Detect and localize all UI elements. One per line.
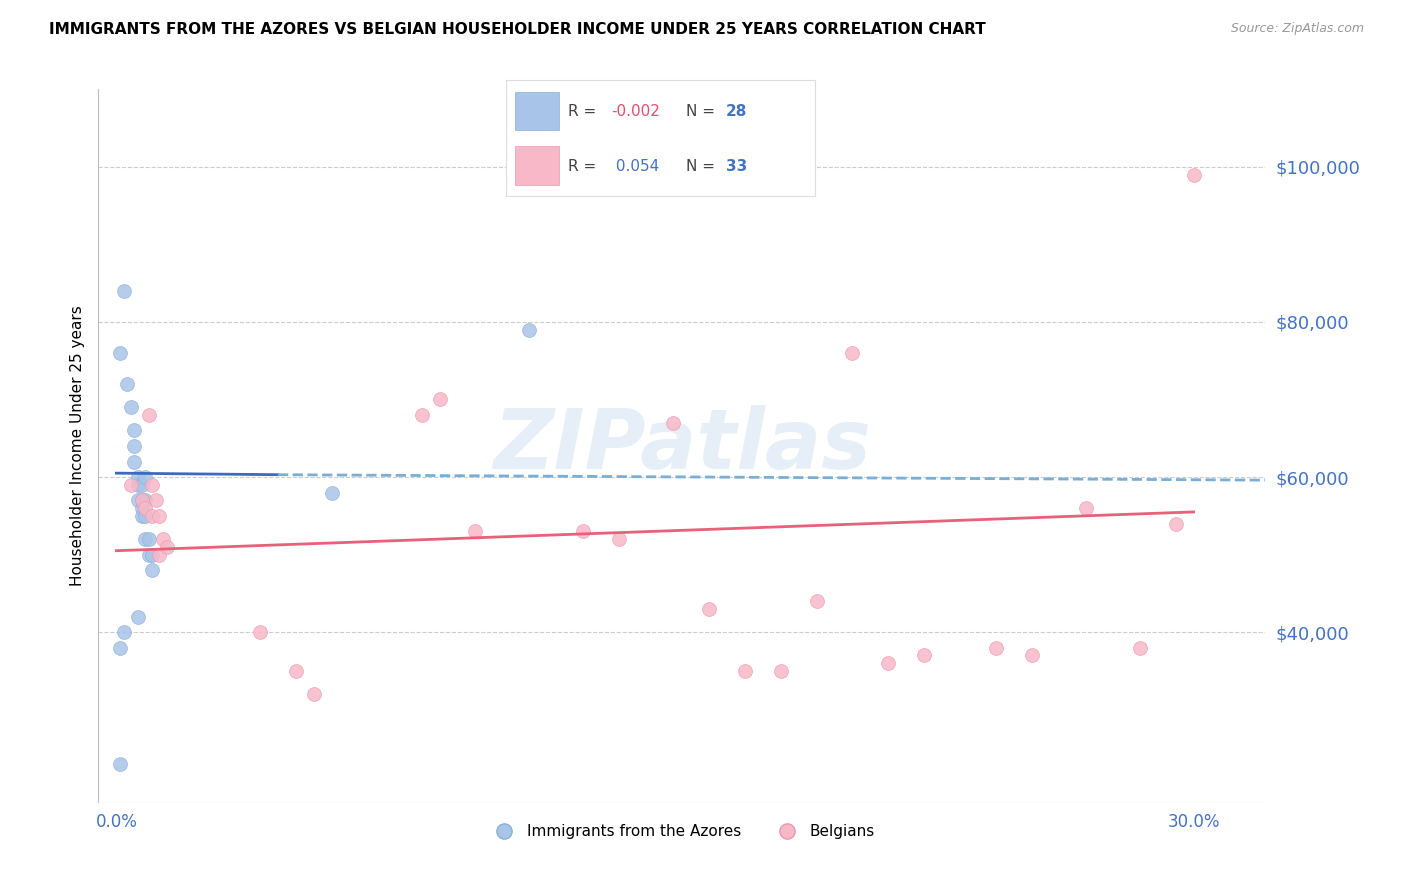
Text: ZIPatlas: ZIPatlas (494, 406, 870, 486)
Point (607, 532, 630, 546)
Point (1074, 501, 1097, 516)
Point (841, 346, 863, 360)
Text: 0.054: 0.054 (612, 159, 659, 174)
Point (108, 640, 131, 655)
Point (769, 664, 792, 678)
Point (734, 664, 756, 678)
Point (321, 485, 343, 500)
Text: Source: ZipAtlas.com: Source: ZipAtlas.com (1230, 22, 1364, 36)
Point (134, 493, 156, 508)
Bar (516, 146, 558, 185)
Point (115, 376, 138, 391)
Point (662, 416, 685, 430)
Text: IMMIGRANTS FROM THE AZORES VS BELGIAN HOUSEHOLDER INCOME UNDER 25 YEARS CORRELAT: IMMIGRANTS FROM THE AZORES VS BELGIAN HO… (49, 22, 986, 37)
Point (112, 625, 135, 640)
Point (302, 687, 325, 701)
Point (141, 508, 163, 523)
Point (141, 548, 163, 562)
Text: R =: R = (568, 104, 596, 120)
Point (1021, 648, 1043, 663)
Text: N =: N = (686, 159, 714, 174)
Point (697, 602, 720, 616)
Point (912, 648, 935, 663)
Point (284, 664, 307, 678)
Point (984, 640, 1007, 655)
Point (134, 470, 156, 484)
Point (156, 540, 179, 554)
Point (806, 594, 828, 608)
Legend: Immigrants from the Azores, Belgians: Immigrants from the Azores, Belgians (482, 818, 882, 845)
Point (152, 532, 174, 546)
Point (877, 656, 900, 670)
Point (134, 501, 156, 516)
Point (108, 346, 131, 360)
Point (148, 548, 170, 562)
Point (464, 524, 486, 539)
Point (1164, 516, 1187, 531)
Point (127, 493, 149, 508)
Point (131, 477, 153, 491)
Point (127, 609, 149, 624)
Point (134, 532, 156, 546)
Y-axis label: Householder Income Under 25 years: Householder Income Under 25 years (69, 306, 84, 586)
Point (148, 508, 170, 523)
Point (120, 477, 142, 491)
Text: 28: 28 (725, 104, 747, 120)
Point (131, 501, 153, 516)
Point (1129, 640, 1152, 655)
Point (517, 323, 540, 337)
Point (138, 548, 160, 562)
Point (138, 532, 160, 546)
Point (127, 477, 149, 491)
Point (120, 401, 142, 415)
Point (127, 470, 149, 484)
Bar (516, 92, 558, 130)
Point (141, 477, 163, 491)
Point (429, 392, 451, 407)
Point (138, 408, 160, 422)
Point (1182, 168, 1205, 182)
Point (249, 625, 271, 640)
Point (108, 757, 131, 772)
Point (124, 454, 146, 468)
Text: R =: R = (568, 159, 596, 174)
Point (141, 563, 163, 577)
Point (124, 424, 146, 438)
Text: 33: 33 (725, 159, 747, 174)
Point (572, 524, 595, 539)
Point (134, 508, 156, 523)
Point (112, 284, 135, 298)
Point (131, 508, 153, 523)
Point (411, 408, 433, 422)
Point (131, 493, 153, 508)
Point (131, 493, 153, 508)
Text: N =: N = (686, 104, 714, 120)
Text: -0.002: -0.002 (612, 104, 661, 120)
Point (145, 493, 167, 508)
Point (124, 439, 146, 453)
